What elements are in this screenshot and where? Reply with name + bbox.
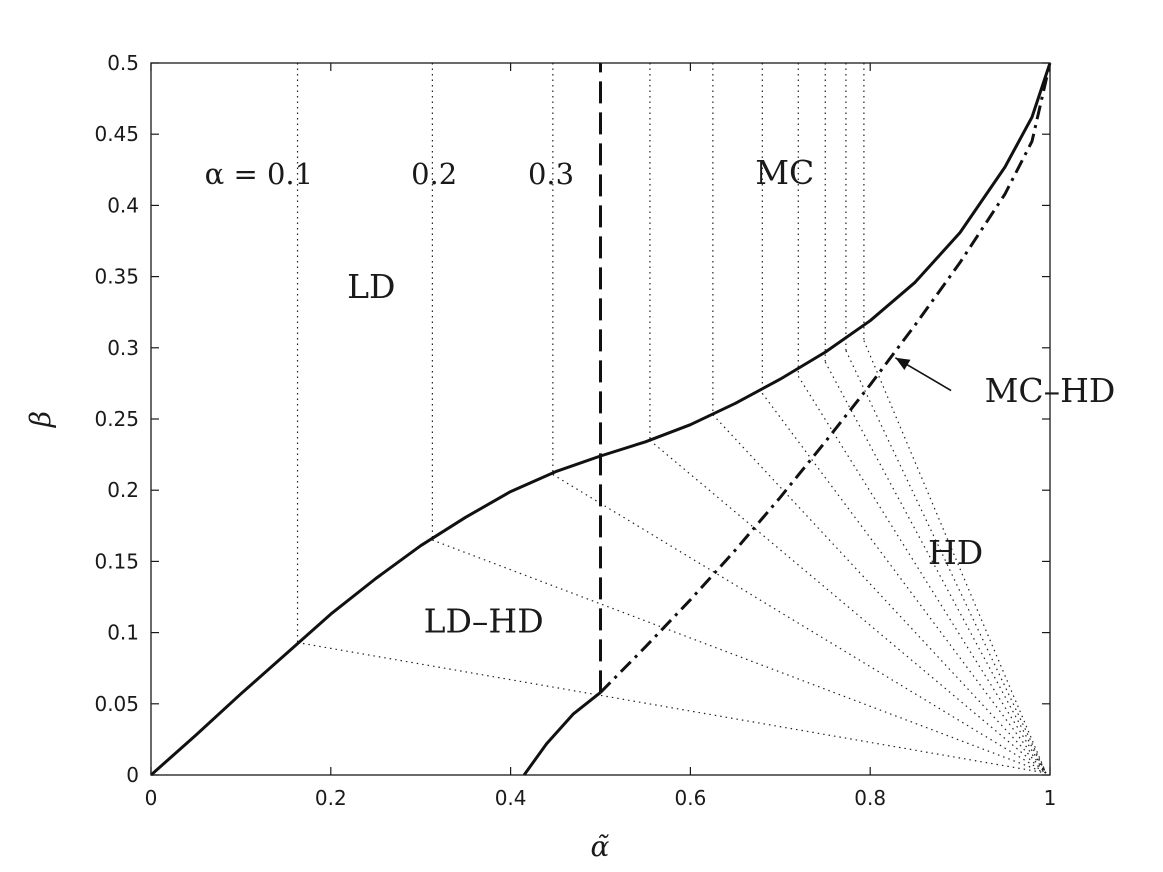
- annotation-alpha: α = 0.1: [205, 157, 313, 191]
- trajectory-diagonal: [797, 375, 1047, 774]
- y-tick-label: 0.45: [94, 122, 139, 146]
- trajectory-diagonal: [297, 641, 1047, 774]
- y-tick-label: 0.3: [107, 336, 139, 360]
- trajectory-diagonal: [824, 361, 1047, 774]
- y-tick-label: 0.25: [94, 407, 139, 431]
- y-tick-label: 0.1: [107, 621, 139, 645]
- annotation-region: LD–HD: [424, 602, 544, 641]
- trajectory-diagonal: [863, 340, 1047, 774]
- y-tick-label: 0: [126, 763, 139, 787]
- series-line-solid: [150, 62, 1052, 777]
- y-tick-label: 0.15: [94, 549, 139, 573]
- trajectory-diagonal: [845, 350, 1047, 774]
- series-line-solid: [522, 691, 602, 776]
- trajectory-diagonal: [649, 439, 1047, 774]
- y-tick-label: 0.4: [107, 193, 139, 217]
- y-tick-label: 0.5: [107, 51, 139, 75]
- x-axis: 0 0.2 0.4 0.6 0.8 1: [145, 63, 1057, 810]
- annotation-region: MC: [755, 153, 814, 192]
- x-tick-label: 0.6: [674, 786, 706, 810]
- x-tick-label: 0.4: [495, 786, 527, 810]
- phase-boundaries: [150, 62, 1052, 777]
- x-tick-label: 1: [1044, 786, 1057, 810]
- x-tick-label: 0.2: [315, 786, 347, 810]
- trajectory-diagonal: [552, 474, 1047, 774]
- arrow-head: [895, 357, 911, 371]
- y-axis-label: β: [24, 411, 57, 428]
- annotation-alpha: 0.3: [528, 157, 574, 191]
- y-tick-label: 0.05: [94, 692, 139, 716]
- trajectory-diagonal: [432, 539, 1047, 774]
- x-tick-label: 0: [145, 786, 158, 810]
- annotation-alpha: 0.2: [411, 157, 457, 191]
- series-line-dash-dot: [599, 62, 1052, 694]
- trajectory-diagonal: [712, 414, 1047, 774]
- y-axis: 0 0.05 0.1 0.15 0.2 0.25 0.3 0.35 0.4 0.45 0.5: [94, 51, 1050, 787]
- trajectory-lines: [296, 63, 1047, 774]
- x-tick-label: 0.8: [854, 786, 886, 810]
- y-tick-label: 0.35: [94, 265, 139, 289]
- y-tick-label: 0.2: [107, 478, 139, 502]
- annotation-region: HD: [928, 533, 983, 572]
- trajectory-diagonal: [761, 393, 1047, 774]
- x-axis-label: α̃: [591, 830, 610, 863]
- annotation-region: LD: [347, 267, 395, 306]
